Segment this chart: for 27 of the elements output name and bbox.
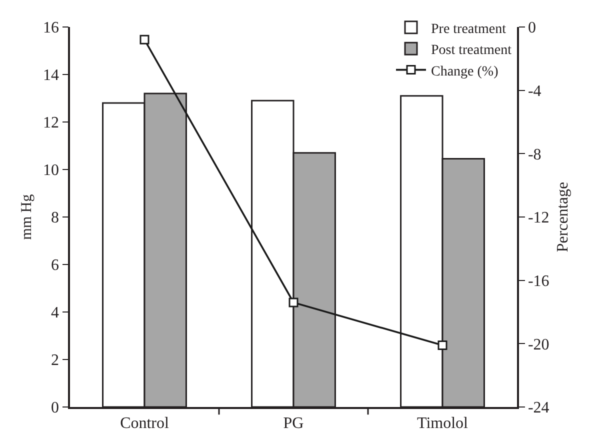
y2-tick-label: -4: [528, 82, 542, 100]
legend-label: Post treatment: [431, 43, 512, 58]
y-axis-title: mm Hg: [18, 194, 35, 240]
y-tick-label: 16: [43, 20, 60, 37]
y-tick-label: 0: [51, 400, 60, 417]
point: [288, 298, 298, 308]
y2-tick-label: 0: [528, 20, 536, 37]
y2-tick-label: -16: [528, 272, 550, 290]
y-tick-label: 6: [51, 257, 60, 274]
y-tick-label: 2: [51, 352, 60, 370]
point: [140, 34, 150, 44]
y2-tick-label: -24: [528, 400, 550, 417]
y-tick-label: 4: [51, 304, 60, 322]
y-tick-label: 10: [43, 162, 60, 180]
x-tick-label: Control: [120, 414, 170, 432]
x-tick-label: PG: [283, 414, 304, 432]
y-tick-label: 14: [43, 67, 60, 84]
point: [438, 340, 448, 350]
y2-tick-label: -12: [528, 210, 550, 227]
y2-tick-label: -20: [528, 336, 550, 354]
y-tick-label: 8: [51, 210, 60, 227]
x-tick-label: Timolol: [417, 414, 469, 432]
y2-axis-title: Percentage: [554, 182, 572, 252]
legend-label: Pre treatment: [431, 22, 506, 37]
y-tick-label: 12: [43, 114, 60, 132]
y2-tick-label: -8: [528, 146, 542, 164]
legend-label: Change (%): [431, 64, 499, 80]
